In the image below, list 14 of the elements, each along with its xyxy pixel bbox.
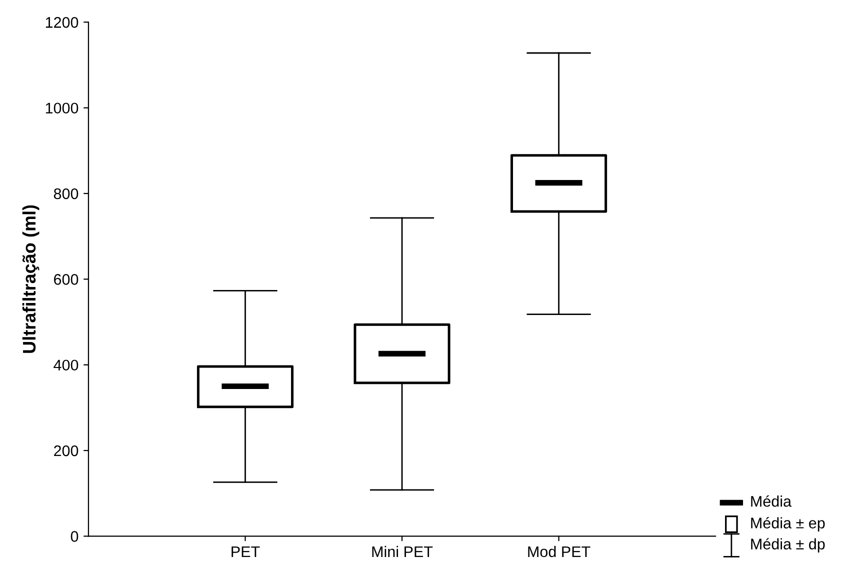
y-tick-label: 1200 bbox=[46, 17, 78, 28]
y-tick-label: 600 bbox=[54, 274, 78, 285]
text: Média bbox=[751, 495, 792, 507]
x-tick-label: PET bbox=[232, 546, 260, 557]
y-tick-label: 200 bbox=[54, 445, 78, 456]
y-axis-title: Ultrafiltração (ml) bbox=[22, 205, 40, 353]
x-tick-label: Mod PET bbox=[528, 546, 590, 558]
y-tick-label: 800 bbox=[54, 188, 78, 200]
x-tick-label: Mini PET bbox=[372, 546, 433, 557]
y-tick-label: 400 bbox=[54, 360, 78, 371]
text: Média ± ep bbox=[751, 517, 825, 532]
text: Média ± dp bbox=[751, 538, 825, 552]
y-tick-label: 0 bbox=[70, 531, 78, 542]
y-tick-label: 1000 bbox=[46, 102, 78, 114]
